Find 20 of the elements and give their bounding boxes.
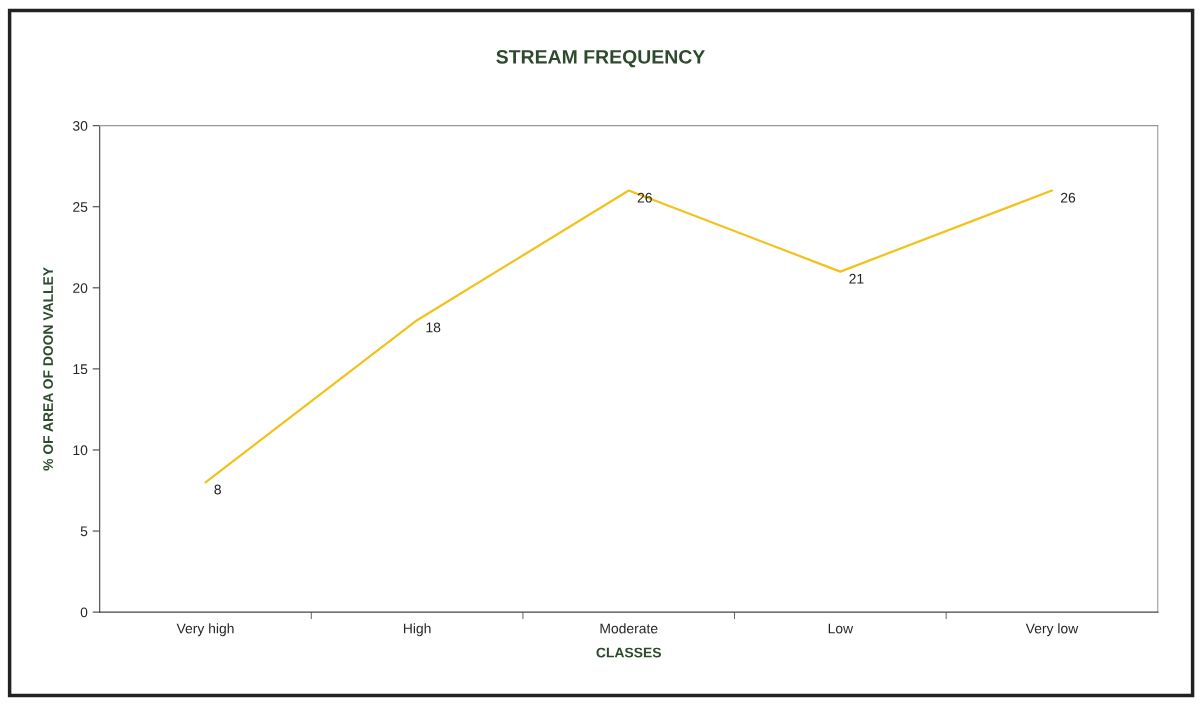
x-tick-label: Very high [176, 623, 234, 637]
x-tick-label: Low [828, 623, 854, 634]
y-tick-label: 5 [80, 526, 88, 537]
x-axis-title: CLASSES [596, 647, 661, 658]
y-tick-label: 15 [73, 364, 88, 375]
y-tick-label: 20 [73, 283, 88, 293]
y-tick-label: 30 [72, 121, 88, 131]
x-tick-label: Moderate [600, 623, 658, 634]
line-series [204, 189, 1054, 484]
data-label: 8 [214, 484, 221, 495]
x-tick-label: Very low [1025, 623, 1079, 637]
x-tick-label: High [403, 623, 431, 637]
chart-title: STREAM FREQUENCY [496, 49, 705, 68]
y-tick-label: 0 [80, 607, 88, 618]
data-label: 18 [426, 322, 441, 333]
y-axis-title: % OF AREA OF DOON VALLEY [43, 267, 54, 471]
data-label: 21 [849, 273, 864, 284]
y-tick-label: 10 [73, 445, 88, 456]
y-tick-label: 25 [73, 202, 88, 212]
data-label: 26 [1060, 192, 1076, 203]
